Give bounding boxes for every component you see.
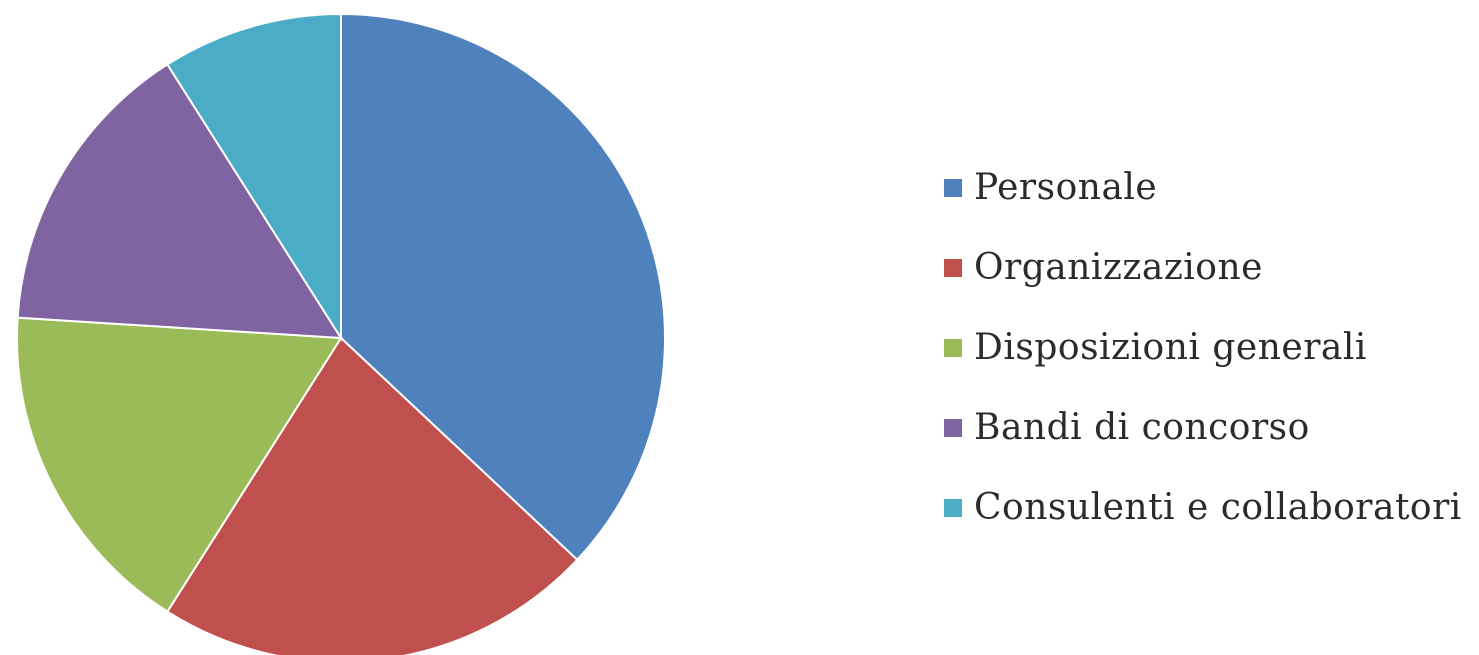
- legend-label-consulenti-e-collaboratori: Consulenti e collaboratori: [974, 487, 1462, 528]
- legend-label-bandi-di-concorso: Bandi di concorso: [974, 407, 1310, 448]
- pie-slice-bandi-di-concorso: [16, 63, 343, 340]
- pie-slice-personale: [340, 12, 666, 562]
- pie-plot-area: [16, 12, 666, 655]
- legend-item-consulenti-e-collaboratori: Consulenti e collaboratori: [944, 468, 1474, 548]
- legend-label-disposizioni-generali: Disposizioni generali: [974, 327, 1367, 368]
- legend-item-bandi-di-concorso: Bandi di concorso: [944, 388, 1474, 468]
- legend-swatch-bandi-di-concorso: [944, 419, 962, 437]
- legend-item-disposizioni-generali: Disposizioni generali: [944, 308, 1474, 388]
- legend-swatch-disposizioni-generali: [944, 339, 962, 357]
- legend-item-organizzazione: Organizzazione: [944, 228, 1474, 308]
- legend-label-organizzazione: Organizzazione: [974, 247, 1263, 288]
- pie-slice-organizzazione: [166, 336, 579, 655]
- chart-legend: Personale Organizzazione Disposizioni ge…: [944, 148, 1474, 548]
- pie-slice-disposizioni-generali: [16, 316, 343, 613]
- legend-swatch-personale: [944, 179, 962, 197]
- legend-item-personale: Personale: [944, 148, 1474, 228]
- legend-label-personale: Personale: [974, 167, 1158, 208]
- legend-swatch-organizzazione: [944, 259, 962, 277]
- legend-swatch-consulenti-e-collaboratori: [944, 499, 962, 517]
- pie-slice-consulenti-e-collaboratori: [166, 12, 342, 342]
